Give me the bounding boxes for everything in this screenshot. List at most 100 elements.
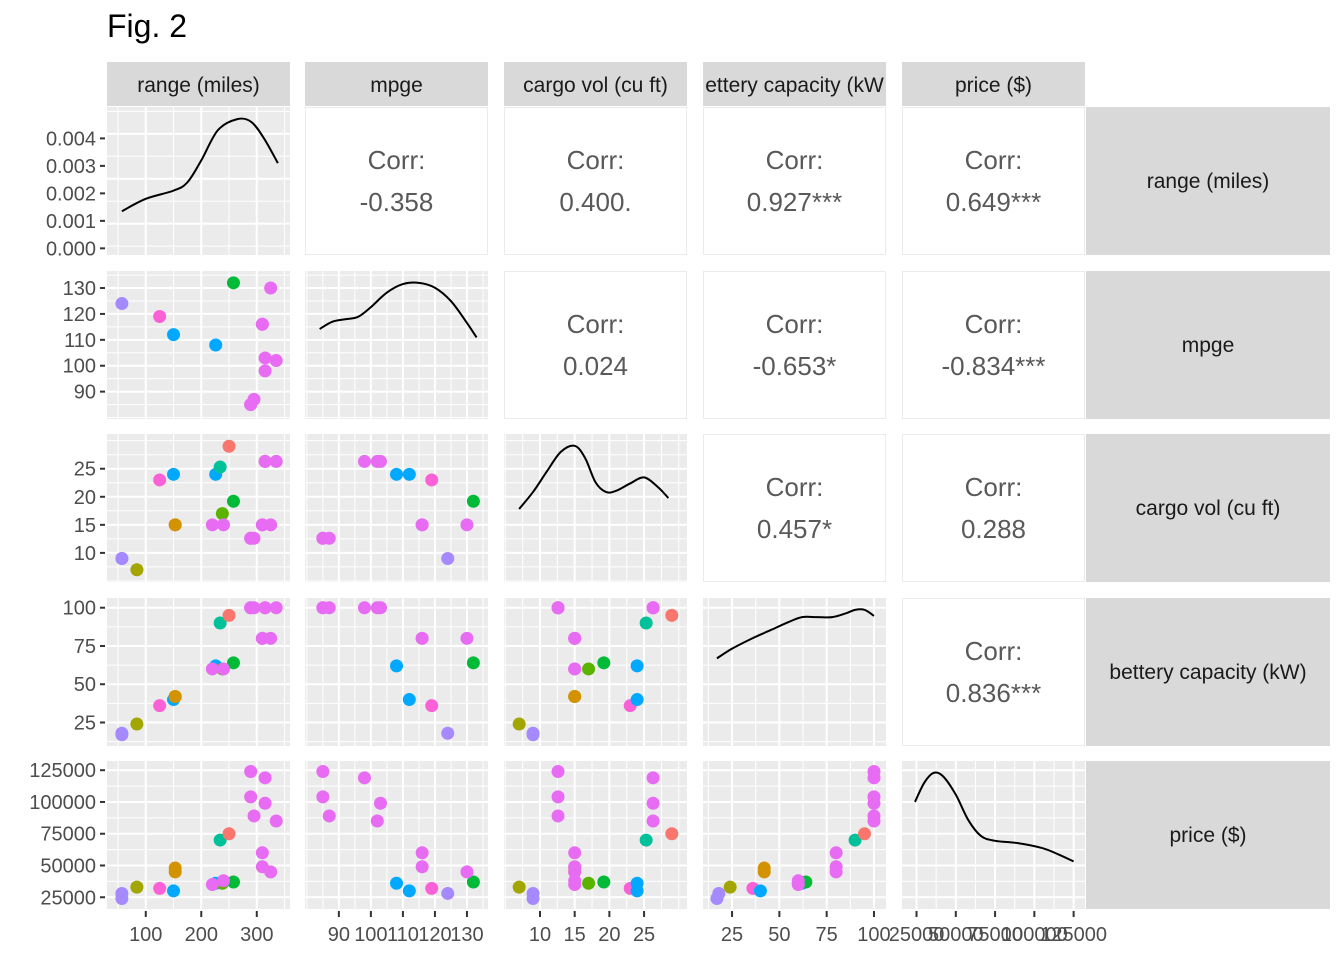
figure-title: Fig. 2 [107,8,188,44]
scatter-point [568,846,582,860]
scatter-point [153,881,167,895]
y-tick-label: 100 [63,598,96,620]
scatter-point [247,601,261,615]
y-tick-label: 120 [63,304,96,326]
scatter-point [441,886,455,900]
scatter-point [402,884,416,898]
scatter-point [269,601,283,615]
scatter-point [646,796,660,810]
scatter-point [316,764,330,778]
scatter-point [168,861,182,875]
column-strip-label: cargo vol (cu ft) [523,74,668,97]
scatter-point [867,771,881,785]
scatter-point [630,876,644,890]
scatter-point [867,796,881,810]
scatter-point [757,861,771,875]
scatter-point [255,846,269,860]
scatter-point [370,601,384,615]
correlation-panel [703,271,886,419]
scatter-point [848,833,862,847]
scatter-point [597,875,611,889]
y-tick-label: 20 [74,487,96,509]
scatter-point [512,880,526,894]
y-tick-label: 0.000 [46,238,96,260]
row-strip [1086,761,1330,909]
scatter-point [222,827,236,841]
correlation-label: Corr: [368,145,426,175]
scatter-point [646,601,660,615]
density-curve [319,281,478,339]
correlation-panel [902,598,1085,746]
correlation-value: 0.927*** [747,187,842,217]
scatter-point [568,874,582,888]
scatter-point [168,689,182,703]
scatter-point [215,507,229,521]
x-tick-label: 75 [816,924,838,946]
scatter-point [205,662,219,676]
scatter-point [153,310,167,324]
x-tick-label: 125000 [1040,924,1107,946]
scatter-point [526,892,540,906]
scatter-point [258,454,272,468]
scatter-point [373,796,387,810]
scatter-point [582,662,596,676]
correlation-label: Corr: [965,636,1023,666]
y-tick-label: 15 [74,515,96,537]
scatter-point [269,814,283,828]
panel-background [305,271,488,419]
scatter-point [460,865,474,879]
panel-background [107,271,290,419]
scatter-point [425,699,439,713]
scatter-point [244,764,258,778]
correlation-label: Corr: [965,309,1023,339]
scatter-point [247,809,261,823]
scatter-point [115,552,129,566]
x-tick-label: 120 [418,924,451,946]
correlation-value: -0.653* [753,351,837,381]
x-tick-label: 100 [354,924,387,946]
y-tick-label: 0.001 [46,211,96,233]
correlation-panel [703,434,886,582]
panel-background [305,434,488,582]
panel-background [504,598,687,746]
scatter-point [551,764,565,778]
x-tick-label: 200 [185,924,218,946]
scatter-point [167,467,181,481]
column-strip-label: mpge [370,74,423,97]
scatter-point [415,846,429,860]
scatter-point [466,494,480,508]
correlation-panel [504,107,687,255]
x-tick-label: 100 [857,924,890,946]
panel-background [703,598,886,746]
scatter-point [216,518,230,532]
correlation-panel [305,107,488,255]
x-tick-label: 15 [564,924,586,946]
row-strip [1086,434,1330,582]
scatter-point [258,796,272,810]
row-strip-label: cargo vol (cu ft) [1136,497,1281,520]
correlation-value: 0.649*** [946,187,1041,217]
column-strip [504,62,687,106]
scatter-point [753,884,767,898]
scatter-point [390,876,403,890]
y-tick-label: 25000 [40,887,96,909]
x-tick-label: 75000 [967,924,1023,946]
scatter-point [390,659,403,673]
scatter-point [222,608,236,622]
scatter-point [115,892,129,906]
correlation-label: Corr: [766,309,824,339]
correlation-value: 0.457* [757,514,832,544]
x-tick-label: 130 [450,924,483,946]
y-tick-label: 50000 [40,855,96,877]
scatter-point [167,328,181,342]
scatter-point [130,563,144,577]
y-tick-label: 50 [74,674,96,696]
scatter-point [255,317,269,331]
scatter-point [370,814,384,828]
panel-background [504,434,687,582]
y-tick-label: 90 [74,382,96,404]
y-tick-label: 75 [74,636,96,658]
column-strip [703,62,886,106]
scatter-point [425,473,439,487]
